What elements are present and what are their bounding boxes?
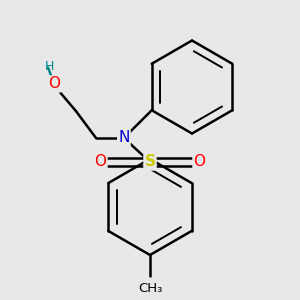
- Text: H: H: [45, 59, 54, 73]
- Text: O: O: [94, 154, 106, 169]
- Text: N: N: [118, 130, 130, 146]
- Text: CH₃: CH₃: [138, 282, 162, 295]
- Text: O: O: [194, 154, 206, 169]
- Text: S: S: [145, 154, 155, 169]
- Text: O: O: [48, 76, 60, 92]
